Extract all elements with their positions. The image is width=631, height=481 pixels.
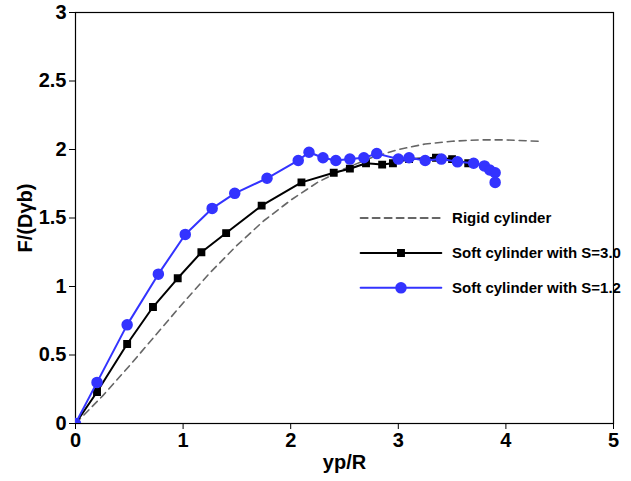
svg-text:Soft cylinder with S=1.2: Soft cylinder with S=1.2 bbox=[452, 279, 621, 296]
svg-text:1: 1 bbox=[55, 275, 66, 297]
svg-text:2.5: 2.5 bbox=[39, 69, 67, 91]
svg-text:1.5: 1.5 bbox=[39, 206, 67, 228]
svg-text:yp/R: yp/R bbox=[323, 451, 367, 473]
svg-text:3: 3 bbox=[55, 1, 66, 23]
svg-text:Soft cylinder with S=3.0: Soft cylinder with S=3.0 bbox=[452, 244, 621, 261]
svg-text:5: 5 bbox=[608, 429, 619, 451]
svg-text:0: 0 bbox=[55, 412, 66, 434]
svg-text:2: 2 bbox=[55, 138, 66, 160]
svg-text:0.5: 0.5 bbox=[39, 343, 67, 365]
svg-text:3: 3 bbox=[393, 429, 404, 451]
svg-text:4: 4 bbox=[500, 429, 512, 451]
svg-text:1: 1 bbox=[178, 429, 189, 451]
svg-text:2: 2 bbox=[285, 429, 296, 451]
svg-text:F/(Dγb): F/(Dγb) bbox=[14, 184, 36, 253]
svg-text:0: 0 bbox=[70, 429, 81, 451]
svg-text:Rigid cylinder: Rigid cylinder bbox=[452, 209, 551, 226]
